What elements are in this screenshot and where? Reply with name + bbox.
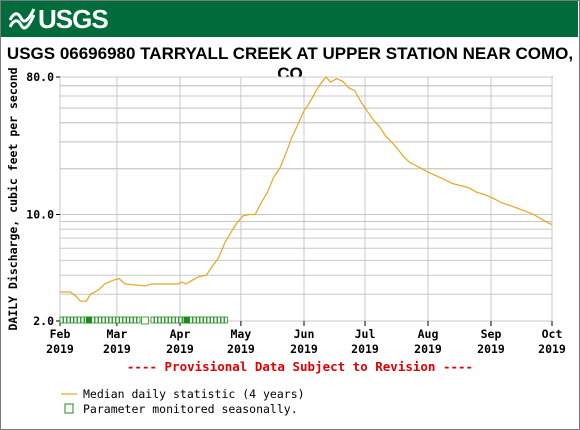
seasonal-marker xyxy=(206,316,211,324)
seasonal-marker xyxy=(91,316,95,324)
seasonal-marker xyxy=(210,316,214,324)
seasonal-marker xyxy=(178,316,183,324)
seasonal-marker xyxy=(98,316,102,324)
x-tick-year: 2019 xyxy=(351,342,379,356)
seasonal-marker xyxy=(129,316,134,324)
y-tick-label: 10.0 xyxy=(26,208,54,222)
y-tick-labels: 2.0 10.0 80.0 xyxy=(26,70,54,328)
x-tick-year: 2019 xyxy=(227,342,255,356)
seasonal-marker xyxy=(112,316,116,324)
grid-lines xyxy=(59,76,553,322)
x-tick-month: Mar xyxy=(107,327,128,341)
median-series-line xyxy=(60,76,553,302)
seasonal-marker xyxy=(80,316,85,324)
axis-ticks xyxy=(56,76,553,326)
seasonal-marker xyxy=(105,316,109,324)
legend-label-median: Median daily statistic (4 years) xyxy=(83,387,305,401)
x-tick-labels: Feb2019Mar2019Apr2019May2019Jun2019Jul20… xyxy=(46,327,566,356)
provisional-note: ---- Provisional Data Subject to Revisio… xyxy=(127,359,473,374)
x-tick-year: 2019 xyxy=(46,342,74,356)
y-tick-label: 2.0 xyxy=(33,314,54,328)
seasonal-marker xyxy=(150,316,155,324)
seasonal-marker xyxy=(164,316,169,324)
seasonal-marker xyxy=(171,316,176,324)
seasonal-marker xyxy=(175,316,179,324)
usgs-logo: USGS xyxy=(9,3,109,34)
seasonal-marker xyxy=(199,316,204,324)
x-tick-year: 2019 xyxy=(538,342,566,356)
seasonal-marker xyxy=(73,316,78,324)
usgs-wave-icon xyxy=(9,8,35,30)
y-tick-label: 80.0 xyxy=(26,70,54,84)
seasonal-marker xyxy=(77,316,81,324)
seasonal-marker xyxy=(133,316,137,324)
seasonal-marker xyxy=(94,316,99,324)
seasonal-marker xyxy=(86,316,92,324)
seasonal-marker xyxy=(108,316,113,324)
seasonal-marker xyxy=(192,316,197,324)
seasonal-marker xyxy=(203,316,207,324)
seasonal-marker xyxy=(59,316,64,324)
seasonal-marker xyxy=(63,316,67,324)
x-tick-year: 2019 xyxy=(103,342,131,356)
x-tick-month: Apr xyxy=(170,327,191,341)
x-tick-year: 2019 xyxy=(477,342,505,356)
seasonal-marker xyxy=(115,316,120,324)
x-tick-year: 2019 xyxy=(290,342,318,356)
x-tick-year: 2019 xyxy=(414,342,442,356)
seasonal-marker xyxy=(154,316,158,324)
seasonal-marker xyxy=(126,316,130,324)
x-tick-year: 2019 xyxy=(166,342,194,356)
seasonal-marker xyxy=(161,316,165,324)
seasonal-marker xyxy=(101,316,106,324)
plot-area xyxy=(59,76,553,322)
usgs-banner: USGS xyxy=(1,1,578,37)
seasonal-marker xyxy=(119,316,123,324)
x-tick-month: Jun xyxy=(294,327,315,341)
x-tick-month: Feb xyxy=(50,327,71,341)
seasonal-marker xyxy=(157,316,162,324)
seasonal-marker xyxy=(168,316,172,324)
seasonal-marker xyxy=(224,316,228,324)
x-tick-month: May xyxy=(231,327,252,341)
usgs-logo-text: USGS xyxy=(38,3,109,34)
legend-square-symbol xyxy=(64,403,74,414)
seasonal-marker xyxy=(66,316,71,324)
seasonal-marker xyxy=(122,316,127,324)
legend-label-seasonal: Parameter monitored seasonally. xyxy=(83,402,298,416)
seasonal-marker xyxy=(136,316,141,324)
seasonal-marker xyxy=(183,316,190,324)
x-tick-month: Sep xyxy=(481,327,502,341)
seasonal-marker xyxy=(220,316,225,324)
seasonal-marker xyxy=(196,316,200,324)
y-axis-label: DAILY Discharge, cubic feet per second xyxy=(6,67,20,330)
seasonal-marker xyxy=(213,316,218,324)
seasonal-marker xyxy=(70,316,74,324)
x-tick-month: Oct xyxy=(542,327,563,341)
seasonal-marker xyxy=(189,316,193,324)
seasonal-marker xyxy=(140,316,149,325)
seasonal-markers xyxy=(59,316,228,325)
seasonal-marker xyxy=(217,316,221,324)
legend: Median daily statistic (4 years) Paramet… xyxy=(61,387,305,416)
x-tick-month: Jul xyxy=(355,327,376,341)
x-tick-month: Aug xyxy=(418,327,439,341)
